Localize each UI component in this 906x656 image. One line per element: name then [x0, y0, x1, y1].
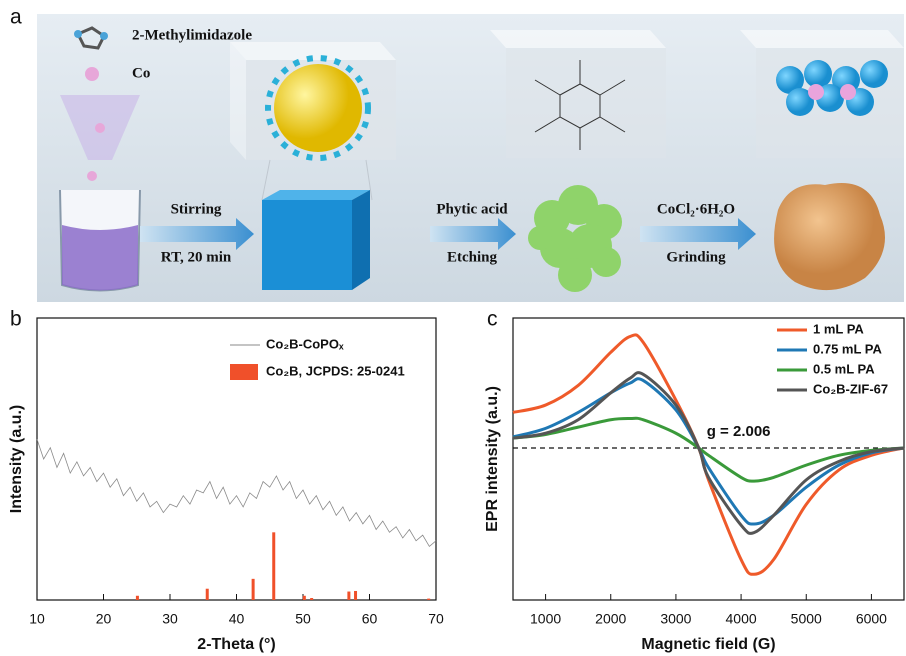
- step-label: CoCl₂·6H₂O: [657, 201, 735, 217]
- x-axis-label: Magnetic field (G): [641, 636, 775, 653]
- plot-frame: [37, 318, 436, 600]
- x-axis-label: 2-Theta (°): [197, 636, 275, 653]
- step-label: Grinding: [666, 249, 726, 265]
- x-tick-label: 1000: [530, 611, 561, 627]
- reference-bar: [427, 599, 430, 600]
- reference-bar: [252, 579, 255, 600]
- reference-bar: [354, 591, 357, 600]
- reference-bar: [206, 589, 209, 600]
- reference-bar: [347, 592, 350, 600]
- panel-label: a: [10, 6, 22, 29]
- x-tick-label: 40: [229, 611, 245, 627]
- legend-swatch: [230, 364, 258, 380]
- data-line: [37, 439, 436, 546]
- panel-label: c: [487, 308, 498, 331]
- reference-bar: [303, 596, 306, 600]
- legend-label: Co₂B, JCPDS: 25-0241: [266, 363, 405, 378]
- figure: a 2-Methylimidazole Co Stirring RT, 20 m…: [0, 0, 906, 656]
- x-tick-label: 2000: [595, 611, 626, 627]
- x-tick-label: 5000: [791, 611, 822, 627]
- x-tick-label: 70: [428, 611, 444, 627]
- x-tick-label: 10: [29, 611, 45, 627]
- x-tick-label: 50: [295, 611, 311, 627]
- legend-label: 0.5 mL PA: [813, 361, 875, 376]
- x-tick-label: 60: [362, 611, 378, 627]
- x-tick-label: 30: [162, 611, 178, 627]
- legend-label: 0.75 mL PA: [813, 341, 882, 356]
- data-line: [513, 379, 904, 524]
- panel-label: b: [10, 308, 22, 331]
- legend-label: 1 mL PA: [813, 321, 864, 336]
- y-axis-label: EPR intensity (a.u.): [484, 386, 501, 532]
- x-tick-label: 6000: [856, 611, 887, 627]
- reference-bar: [272, 532, 275, 600]
- step-label: RT, 20 min: [161, 249, 232, 265]
- x-tick-label: 4000: [726, 611, 757, 627]
- reference-bar: [136, 596, 139, 600]
- reagent-label: 2-Methylimidazole: [132, 27, 252, 43]
- x-tick-label: 3000: [660, 611, 691, 627]
- reference-bar: [310, 598, 313, 600]
- step-label: Phytic acid: [436, 201, 508, 217]
- y-axis-label: Intensity (a.u.): [8, 405, 25, 513]
- legend-label: Co₂B-CoPOₓ: [266, 336, 344, 351]
- reagent-label: Co: [132, 65, 150, 81]
- schematic: a 2-Methylimidazole Co Stirring RT, 20 m…: [10, 6, 904, 302]
- annotation: g = 2.006: [707, 423, 771, 440]
- step-label: Stirring: [171, 201, 222, 217]
- legend-label: Co₂B-ZIF-67: [813, 381, 888, 396]
- x-tick-label: 20: [96, 611, 112, 627]
- step-label: Etching: [447, 249, 498, 265]
